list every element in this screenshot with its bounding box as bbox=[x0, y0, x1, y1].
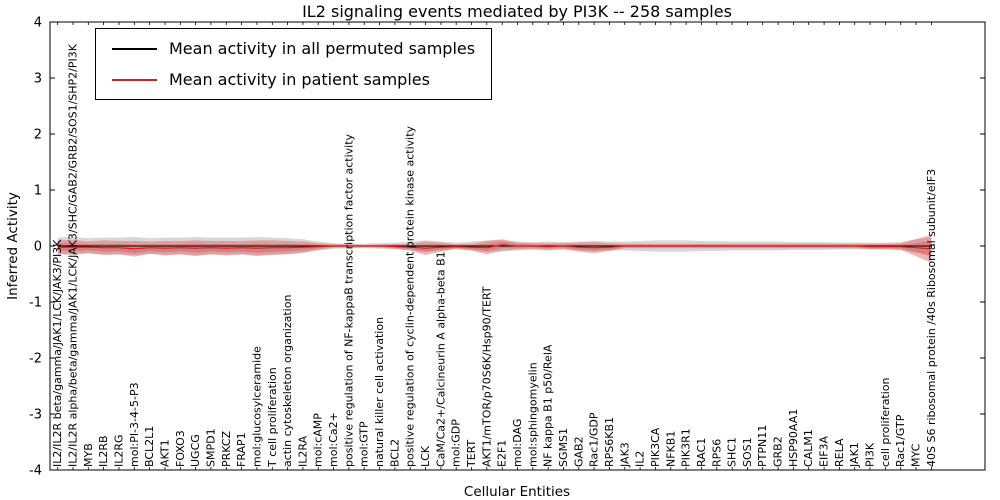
y-tick-label: 0 bbox=[34, 240, 42, 255]
x-tick-label: AKT1/mTOR/p70S6K/Hsp90/TERT bbox=[480, 286, 493, 467]
x-tick-label: CaM/Ca2+/Calcineurin A alpha-beta B1 bbox=[434, 251, 447, 467]
x-tick-label: MYB bbox=[82, 443, 95, 467]
x-tick-label: mol:PI-3-4-5-P3 bbox=[128, 382, 141, 467]
x-tick-label: IL2RB bbox=[97, 435, 110, 467]
x-tick-label: BCL2 bbox=[388, 439, 401, 467]
x-tick-label: PIK3CA bbox=[649, 427, 662, 467]
x-tick-label: 40S S6 ribosomal protein /40s Ribosomal … bbox=[925, 169, 938, 467]
x-tick-label: natural killer cell activation bbox=[373, 317, 386, 467]
y-tick-label: -2 bbox=[29, 352, 42, 367]
x-tick-label: positive regulation of NF-kappaB transcr… bbox=[342, 133, 355, 467]
x-tick-label: FRAP1 bbox=[235, 432, 248, 467]
x-tick-label: RPS6KB1 bbox=[603, 417, 616, 467]
x-tick-label: PTPN11 bbox=[756, 425, 769, 467]
patient-range-band-inner bbox=[57, 241, 932, 257]
permuted-line-swatch bbox=[112, 47, 157, 50]
legend: Mean activity in all permuted samples Me… bbox=[95, 28, 493, 100]
x-tick-label: mol:sphingomyelin bbox=[526, 362, 539, 467]
x-tick-label: FOXO3 bbox=[174, 430, 187, 467]
x-tick-label: IL2 bbox=[634, 451, 647, 467]
y-tick-label: -3 bbox=[29, 408, 42, 423]
x-tick-label: GAB2 bbox=[572, 436, 585, 467]
x-tick-label: SHC1 bbox=[726, 437, 739, 467]
y-tick-label: 3 bbox=[34, 72, 42, 87]
x-tick-label: CALM1 bbox=[802, 429, 815, 467]
x-tick-label: IL2RG bbox=[113, 434, 126, 467]
x-tick-label: PRKCZ bbox=[220, 430, 233, 467]
x-tick-label: NFKB1 bbox=[664, 431, 677, 467]
legend-label-patient: Mean activity in patient samples bbox=[169, 70, 430, 89]
chart-title: IL2 signaling events mediated by PI3K --… bbox=[302, 2, 732, 21]
x-tick-label: JAK1 bbox=[848, 442, 861, 468]
x-tick-label: positive regulation of cyclin-dependent … bbox=[404, 125, 417, 467]
x-tick-label: IL2/IL2R beta/gamma/JAK1/LCK/JAK3/PI3K bbox=[51, 239, 64, 467]
y-tick-label: 2 bbox=[34, 128, 42, 143]
x-tick-label: TERT bbox=[465, 439, 478, 468]
y-tick-label: -1 bbox=[29, 296, 42, 311]
x-tick-label: MYC bbox=[910, 443, 923, 467]
x-tick-label: SGMS1 bbox=[557, 428, 570, 467]
x-tick-label: mol:GTP bbox=[358, 421, 371, 467]
legend-item-patient: Mean activity in patient samples bbox=[112, 70, 475, 89]
patient-line-swatch bbox=[112, 78, 157, 81]
x-tick-label: mol:cAMP bbox=[312, 413, 325, 467]
x-tick-label: T cell proliferation bbox=[266, 367, 279, 468]
y-tick-label: -4 bbox=[29, 464, 42, 479]
x-tick-label: EIF3A bbox=[818, 435, 831, 467]
x-tick-label: mol:glucosylceramide bbox=[250, 346, 263, 467]
x-tick-label: RAC1 bbox=[695, 438, 708, 467]
x-tick-label: SMPD1 bbox=[204, 428, 217, 467]
x-tick-label: JAK3 bbox=[618, 442, 631, 468]
x-tick-label: mol:GDP bbox=[450, 419, 463, 467]
x-tick-label: HSP90AA1 bbox=[787, 409, 800, 467]
x-tick-label: BCL2L1 bbox=[143, 426, 156, 467]
x-tick-label: actin cytoskeleton organization bbox=[281, 295, 294, 467]
x-tick-label: Rac1/GDP bbox=[588, 412, 601, 467]
x-tick-label: AKT1 bbox=[159, 439, 172, 467]
x-tick-label: Rac1/GTP bbox=[894, 414, 907, 467]
x-tick-label: PIK3R1 bbox=[680, 428, 693, 467]
y-tick-label: 4 bbox=[34, 16, 42, 31]
x-tick-label: GRB2 bbox=[772, 436, 785, 467]
x-tick-label: LCK bbox=[419, 445, 432, 467]
x-tick-label: mol:Ca2+ bbox=[327, 412, 340, 467]
x-axis-title: Cellular Entities bbox=[463, 484, 571, 500]
x-tick-label: PI3K bbox=[864, 442, 877, 467]
patient-mean-line bbox=[57, 244, 932, 250]
x-tick-label: RPS6 bbox=[710, 439, 723, 467]
x-tick-label: UGCG bbox=[189, 434, 202, 467]
x-tick-label: IL2/IL2R alpha/beta/gamma/JAK1/LCK/JAK3/… bbox=[67, 43, 80, 467]
x-tick-label: E2F1 bbox=[496, 440, 509, 467]
x-tick-label: NF kappa B1 p50/RelA bbox=[542, 344, 555, 467]
x-tick-label: RELA bbox=[833, 438, 846, 467]
x-tick-label: mol:DAG bbox=[511, 419, 524, 467]
legend-item-permuted: Mean activity in all permuted samples bbox=[112, 39, 475, 58]
x-tick-label: SOS1 bbox=[741, 437, 754, 467]
y-tick-label: 1 bbox=[34, 184, 42, 199]
x-tick-label: IL2RA bbox=[296, 435, 309, 467]
y-axis-title: Inferred Activity bbox=[5, 192, 21, 300]
legend-label-permuted: Mean activity in all permuted samples bbox=[169, 39, 476, 58]
x-tick-label: cell proliferation bbox=[879, 377, 892, 467]
